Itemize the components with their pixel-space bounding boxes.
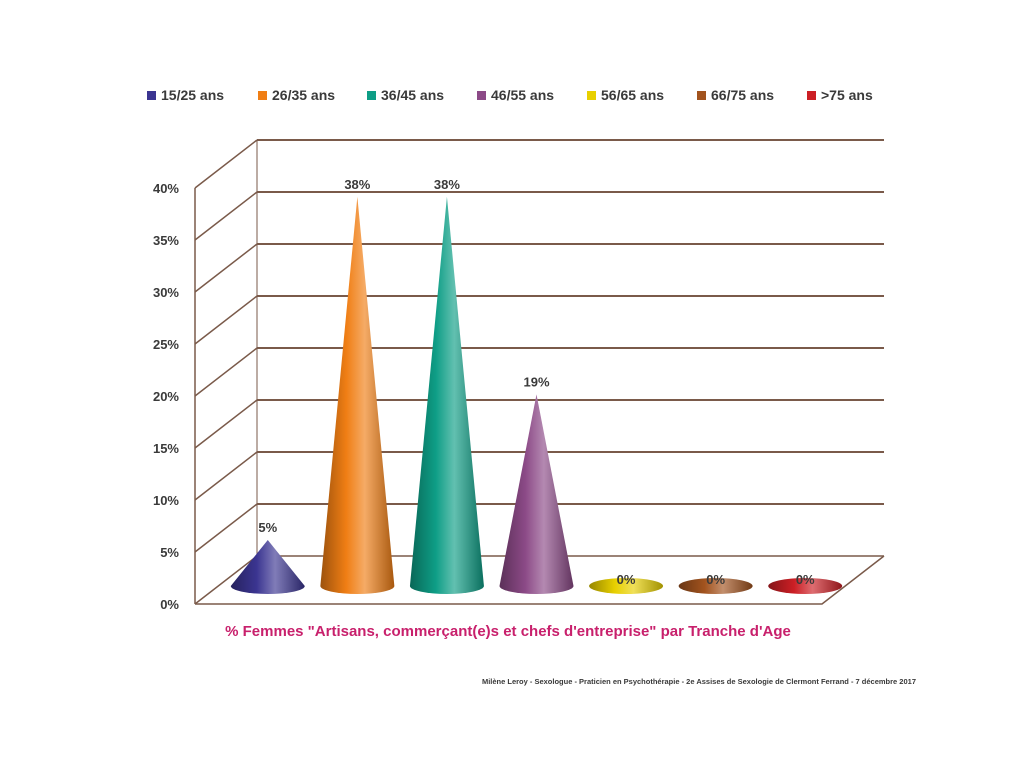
gridline-side [194,555,258,605]
data-label: 0% [617,572,636,587]
gridline-side [194,191,258,241]
cone-bar [768,578,843,594]
legend-item: 36/45 ans [367,87,444,103]
gridline-side [194,243,258,293]
y-tick-label: 5% [160,545,179,560]
y-tick-label: 15% [153,441,179,456]
legend-swatch [807,91,816,100]
legend-item: 15/25 ans [147,87,224,103]
gridline-side [194,295,258,345]
data-label: 38% [434,177,460,192]
legend-swatch [258,91,267,100]
legend-swatch [147,91,156,100]
y-tick-label: 0% [160,597,179,612]
gridline-side [194,399,258,449]
cone-base [768,578,843,594]
gridline-side [194,451,258,501]
cone-body [499,394,574,594]
y-tick-label: 10% [153,493,179,508]
plot-area [230,196,843,595]
y-tick-label: 20% [153,389,179,404]
cone-bar [499,394,574,594]
gridline-side [194,347,258,397]
legend-label: 26/35 ans [272,87,335,103]
legend-swatch [697,91,706,100]
legend-label: >75 ans [821,87,873,103]
legend-item: 66/75 ans [697,87,774,103]
legend-label: 66/75 ans [711,87,774,103]
data-label: 5% [258,520,277,535]
legend-item: 46/55 ans [477,87,554,103]
cone-bar [320,196,395,595]
legend-swatch [587,91,596,100]
footer-credit: Milène Leroy - Sexologue - Praticien en … [482,677,916,686]
legend-item: 26/35 ans [258,87,335,103]
cone-body [230,540,305,594]
data-label: 0% [706,572,725,587]
data-label: 0% [796,572,815,587]
legend: 15/25 ans 26/35 ans 36/45 ans 46/55 ans 56/6… [147,87,873,103]
cone-body [409,196,484,595]
cone-body [320,196,395,595]
data-labels: 5% 38% 38% 19% 0% 0% 0% [258,177,815,587]
data-label: 38% [344,177,370,192]
cone-bar [589,578,664,594]
cone-base [589,578,664,594]
legend-label: 46/55 ans [491,87,554,103]
cone-base [678,578,753,594]
y-tick-label: 25% [153,337,179,352]
gridline-side [194,139,258,189]
y-tick-label: 30% [153,285,179,300]
legend-swatch [367,91,376,100]
legend-label: 15/25 ans [161,87,224,103]
legend-swatch [477,91,486,100]
gridline-side [194,503,258,553]
y-tick-label: 35% [153,233,179,248]
cone-bar [678,578,753,594]
legend-item: 56/65 ans [587,87,664,103]
chart-caption: % Femmes "Artisans, commerçant(e)s et ch… [225,623,791,640]
cone-bar [230,540,305,594]
y-axis: 0% 5% 10% 15% 20% 25% 30% 35% 40% [153,181,196,612]
legend-item: >75 ans [807,87,873,103]
legend-label: 56/65 ans [601,87,664,103]
floor-edge [195,555,885,605]
y-tick-label: 40% [153,181,179,196]
cone-bar [409,196,484,595]
legend-label: 36/45 ans [381,87,444,103]
data-label: 19% [523,374,549,389]
